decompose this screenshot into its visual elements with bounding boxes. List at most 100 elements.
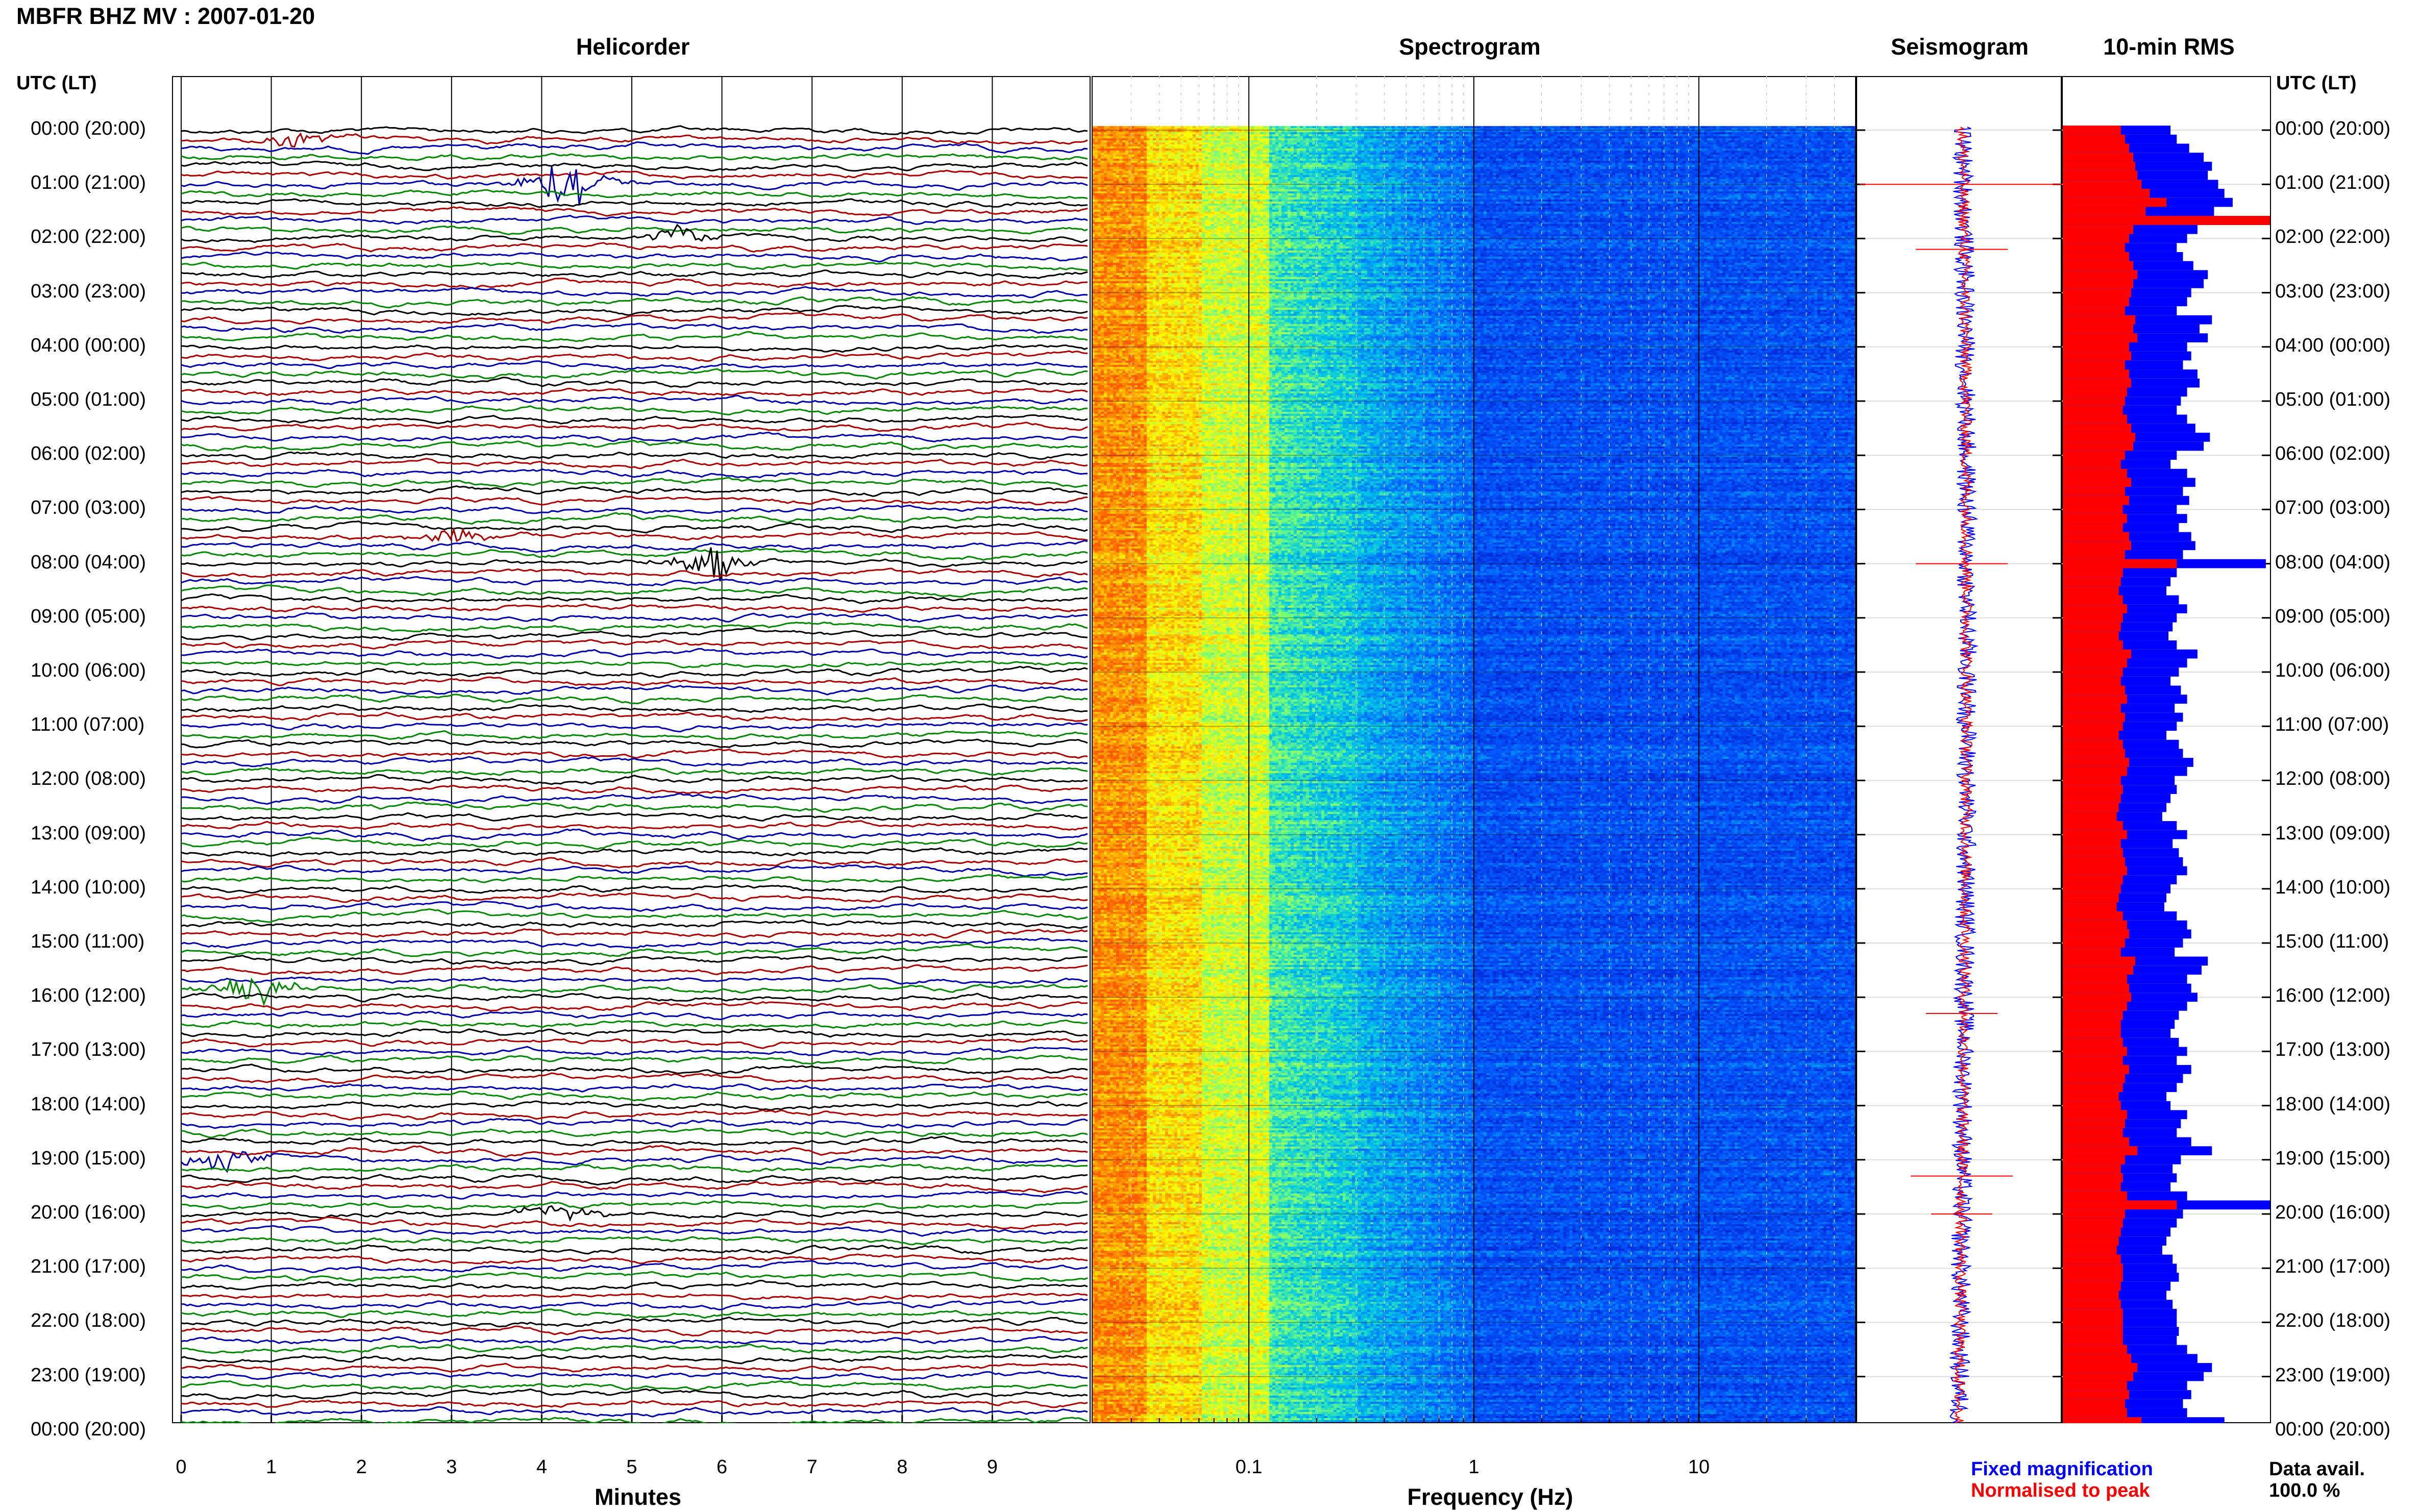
rms-bar-normalised <box>2063 1282 2121 1291</box>
rms-bar-normalised <box>2063 758 2129 767</box>
time-label-right: 09:00 (05:00) <box>2275 606 2390 628</box>
rms-bar-normalised <box>2063 352 2131 361</box>
spectrogram-grid <box>1092 76 1856 1423</box>
rms-bar-normalised <box>2063 695 2127 704</box>
time-label-right: 16:00 (12:00) <box>2275 985 2390 1007</box>
rms-bar-normalised <box>2063 948 2121 957</box>
rms-bar-normalised <box>2063 1038 2123 1047</box>
rms-bar-normalised <box>2063 731 2119 740</box>
rms-bar-normalised <box>2063 532 2129 541</box>
rms-bar-normalised <box>2063 604 2127 613</box>
rms-bar-normalised <box>2063 460 2121 469</box>
rms-bar-normalised <box>2063 993 2131 1002</box>
rms-bar-normalised <box>2063 749 2125 758</box>
minute-tick-label: 1 <box>256 1456 287 1478</box>
rms-bar-normalised <box>2063 1291 2119 1300</box>
rms-bar-normalised <box>2063 1155 2125 1164</box>
rms-bar-normalised <box>2063 559 2177 568</box>
time-label-right: 12:00 (08:00) <box>2275 768 2390 790</box>
minute-tick-label: 4 <box>526 1456 557 1478</box>
rms-bar-normalised <box>2063 1399 2125 1408</box>
time-label-left: 03:00 (23:00) <box>31 281 146 303</box>
rms-bar-normalised <box>2063 1110 2127 1119</box>
rms-bar-normalised <box>2063 342 2129 352</box>
rms-bar-normalised <box>2063 279 2133 288</box>
time-label-right: 21:00 (17:00) <box>2275 1256 2390 1278</box>
rms-bar-normalised <box>2063 198 2166 207</box>
rms-bar-normalised <box>2063 1173 2123 1182</box>
rms-bar-normalised <box>2063 451 2125 460</box>
rms-bar-normalised <box>2063 1345 2127 1354</box>
spectrogram-title: Spectrogram <box>1327 34 1613 60</box>
rms-bar-normalised <box>2063 487 2125 496</box>
time-label-right: 00:00 (20:00) <box>2275 1419 2390 1441</box>
rms-bar-normalised <box>2063 1390 2129 1399</box>
rms-bar-normalised <box>2063 1273 2123 1282</box>
time-label-right: 02:00 (22:00) <box>2275 226 2390 248</box>
rms-bar-normalised <box>2063 984 2129 993</box>
rms-bar-normalised <box>2063 225 2133 234</box>
rms-bar-normalised <box>2063 306 2125 315</box>
minutes-axis-label: Minutes <box>531 1484 745 1510</box>
time-label-right: 17:00 (13:00) <box>2275 1039 2390 1061</box>
rms-bar-normalised <box>2063 505 2123 514</box>
time-label-left: 07:00 (03:00) <box>31 497 146 519</box>
rms-bar-normalised <box>2063 523 2123 532</box>
rms-bar-normalised <box>2063 1408 2127 1418</box>
rms-bar-normalised <box>2063 234 2129 243</box>
rms-bar-normalised <box>2063 794 2121 803</box>
rms-bar-normalised <box>2063 785 2123 794</box>
rms-bar-normalised <box>2063 640 2123 650</box>
rms-bar-normalised <box>2063 1246 2117 1255</box>
rms-bar-normalised <box>2063 686 2125 695</box>
legend-fixed-magnification: Fixed magnification <box>1971 1458 2153 1480</box>
rms-bar-normalised <box>2063 722 2123 731</box>
rms-bar-normalised <box>2063 1119 2125 1128</box>
time-label-right: 20:00 (16:00) <box>2275 1202 2390 1224</box>
frequency-tick-label: 10 <box>1668 1456 1730 1478</box>
rms-bar-normalised <box>2063 613 2123 623</box>
rms-bar-normalised <box>2063 333 2137 342</box>
rms-bar-normalised <box>2063 496 2129 505</box>
rms-bar-normalised <box>2063 360 2125 369</box>
time-label-left: 13:00 (09:00) <box>31 823 146 845</box>
rms-bar-normalised <box>2063 803 2119 812</box>
rms-bar-normalised <box>2063 379 2131 388</box>
rms-bar-normalised <box>2063 1192 2127 1201</box>
time-label-left: 08:00 (04:00) <box>31 552 146 574</box>
rms-bar-normalised <box>2063 252 2129 261</box>
rms-bar-normalised <box>2063 568 2123 577</box>
time-label-right: 07:00 (03:00) <box>2275 497 2390 519</box>
rms-bar-normalised <box>2063 135 2125 144</box>
time-label-left: 15:00 (11:00) <box>31 931 144 953</box>
rms-bar-normalised <box>2063 911 2123 921</box>
page-title: MBFR BHZ MV : 2007-01-20 <box>16 3 315 30</box>
rms-bar-normalised <box>2063 929 2129 938</box>
rms-bar-normalised <box>2063 857 2125 866</box>
minute-tick-label: 2 <box>346 1456 377 1478</box>
time-label-right: 10:00 (06:00) <box>2275 660 2390 682</box>
rms-bar-normalised <box>2063 1255 2121 1264</box>
time-label-left: 20:00 (16:00) <box>31 1202 146 1224</box>
rms-bar-normalised <box>2063 767 2127 776</box>
rms-bar-normalised <box>2063 424 2131 433</box>
rms-bar-normalised <box>2063 550 2125 559</box>
rms-bar-normalised <box>2063 1128 2123 1137</box>
rms-bar-normalised <box>2063 1101 2121 1110</box>
minute-tick-label: 7 <box>797 1456 827 1478</box>
rms-bar-normalised <box>2063 957 2135 966</box>
time-label-left: 17:00 (13:00) <box>31 1039 146 1061</box>
helicorder-title: Helicorder <box>510 34 755 60</box>
rms-bar-normalised <box>2063 902 2117 911</box>
rms-bar-normalised <box>2063 442 2133 451</box>
minute-tick-label: 3 <box>436 1456 467 1478</box>
rms-bar-normalised <box>2063 406 2123 415</box>
time-label-left: 11:00 (07:00) <box>31 714 144 736</box>
rms-bar-normalised <box>2063 270 2137 279</box>
time-label-left: 06:00 (02:00) <box>31 443 146 465</box>
rms-bar-normalised <box>2063 1309 2123 1318</box>
time-label-left: 00:00 (20:00) <box>31 1419 146 1441</box>
helicorder-panel <box>172 76 1091 1423</box>
rms-bar-normalised <box>2063 667 2123 677</box>
rms-bar-normalised <box>2063 1209 2125 1219</box>
